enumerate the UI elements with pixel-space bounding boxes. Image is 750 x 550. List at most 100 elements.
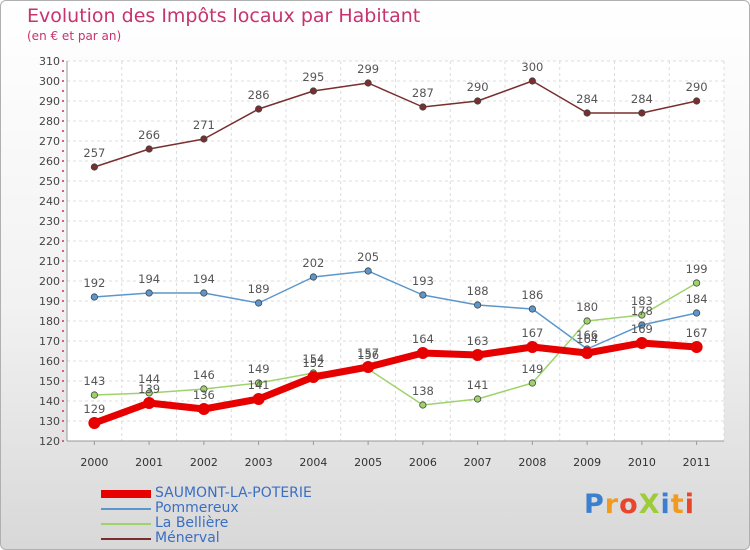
- y-minor-tick: [62, 230, 64, 232]
- logo-letter: P: [584, 489, 605, 520]
- data-label-pommereux: 166: [576, 328, 598, 342]
- x-tick-label: 2009: [573, 456, 601, 469]
- data-label-m-nerval: 299: [357, 62, 379, 76]
- logo-letter: r: [604, 489, 620, 520]
- data-point-saumont-la-poterie: [88, 417, 101, 429]
- data-label-la-belli-re: 141: [467, 378, 489, 392]
- y-minor-tick: [62, 440, 64, 442]
- data-point-saumont-la-poterie: [581, 347, 594, 359]
- legend-label: SAUMONT-LA-POTERIE: [155, 485, 312, 501]
- data-point-m-nerval: [145, 145, 153, 153]
- y-tick-label: 140: [39, 395, 60, 408]
- chart-legend: SAUMONT-LA-POTERIE Pommereux La Bellière Mé…: [101, 485, 361, 546]
- data-point-m-nerval: [419, 103, 427, 111]
- data-label-m-nerval: 266: [138, 128, 160, 142]
- data-point-m-nerval: [474, 97, 482, 105]
- data-point-saumont-la-poterie: [307, 371, 320, 383]
- y-tick-label: 220: [39, 235, 60, 248]
- x-tick-label: 2006: [409, 456, 437, 469]
- data-label-saumont-la-poterie: 139: [138, 382, 160, 396]
- y-tick-label: 270: [39, 135, 60, 148]
- y-tick-label: 230: [39, 215, 60, 228]
- y-minor-tick: [62, 180, 64, 182]
- plot-area: [67, 61, 724, 441]
- x-tick-label: 2008: [518, 456, 546, 469]
- y-minor-tick: [62, 370, 64, 372]
- y-minor-tick: [62, 270, 64, 272]
- chart-subtitle: (en € et par an): [27, 29, 122, 43]
- data-label-la-belli-re: 138: [412, 384, 434, 398]
- data-label-pommereux: 205: [357, 250, 379, 264]
- data-label-m-nerval: 290: [467, 80, 489, 94]
- y-minor-tick: [62, 410, 64, 412]
- data-point-la-belli-re: [583, 317, 591, 325]
- data-point-m-nerval: [693, 97, 701, 105]
- data-point-la-belli-re: [419, 401, 427, 409]
- data-point-m-nerval: [528, 77, 536, 85]
- data-label-m-nerval: 286: [248, 88, 270, 102]
- y-minor-tick: [62, 140, 64, 142]
- legend-item-pommereux: Pommereux: [101, 500, 361, 516]
- data-label-la-belli-re: 156: [357, 348, 379, 362]
- y-minor-tick: [62, 280, 64, 282]
- y-minor-tick: [62, 120, 64, 122]
- legend-swatch: [101, 508, 151, 510]
- data-point-pommereux: [145, 289, 153, 297]
- data-label-la-belli-re: 183: [631, 294, 653, 308]
- y-minor-tick: [62, 80, 64, 82]
- y-minor-tick: [62, 150, 64, 152]
- data-point-saumont-la-poterie: [635, 337, 648, 349]
- y-minor-tick: [62, 210, 64, 212]
- y-minor-tick: [62, 260, 64, 262]
- data-label-la-belli-re: 144: [138, 372, 160, 386]
- data-label-saumont-la-poterie: 157: [357, 346, 379, 360]
- data-point-la-belli-re: [145, 389, 153, 397]
- x-tick-label: 2010: [628, 456, 656, 469]
- data-point-saumont-la-poterie: [252, 393, 265, 405]
- data-label-pommereux: 202: [302, 256, 324, 270]
- y-tick-label: 250: [39, 175, 60, 188]
- data-label-pommereux: 188: [467, 284, 489, 298]
- data-point-la-belli-re: [474, 395, 482, 403]
- proxiti-logo: ProXiti: [584, 489, 695, 520]
- y-minor-tick: [62, 190, 64, 192]
- logo-letter: X: [638, 489, 661, 520]
- data-point-pommereux: [364, 267, 372, 275]
- data-label-m-nerval: 290: [686, 80, 708, 94]
- y-tick-label: 310: [39, 55, 60, 68]
- data-label-pommereux: 194: [193, 272, 215, 286]
- data-point-saumont-la-poterie: [362, 361, 375, 373]
- y-minor-tick: [62, 160, 64, 162]
- data-point-m-nerval: [309, 87, 317, 95]
- data-point-saumont-la-poterie: [690, 341, 703, 353]
- data-label-la-belli-re: 146: [193, 368, 215, 382]
- data-point-saumont-la-poterie: [416, 347, 429, 359]
- y-minor-tick: [62, 240, 64, 242]
- x-tick-label: 2001: [135, 456, 163, 469]
- y-tick-label: 210: [39, 255, 60, 268]
- data-point-m-nerval: [90, 163, 98, 171]
- y-minor-tick: [62, 420, 64, 422]
- series-line-m-nerval: [93, 80, 698, 168]
- data-point-pommereux: [90, 293, 98, 301]
- y-tick-label: 190: [39, 295, 60, 308]
- y-minor-tick: [62, 90, 64, 92]
- series-line-pommereux: [93, 270, 698, 350]
- y-tick-label: 290: [39, 95, 60, 108]
- data-label-pommereux: 178: [631, 304, 653, 318]
- data-label-la-belli-re: 180: [576, 300, 598, 314]
- y-minor-tick: [62, 300, 64, 302]
- data-label-saumont-la-poterie: 141: [248, 378, 270, 392]
- legend-label: La Bellière: [155, 515, 229, 531]
- data-point-pommereux: [693, 309, 701, 317]
- legend-item-saumont-la-poterie: SAUMONT-LA-POTERIE: [101, 485, 361, 501]
- y-tick-label: 150: [39, 375, 60, 388]
- y-tick-label: 200: [39, 275, 60, 288]
- x-tick-label: 2005: [354, 456, 382, 469]
- data-point-saumont-la-poterie: [143, 397, 156, 409]
- logo-letter: t: [670, 489, 685, 520]
- data-point-m-nerval: [255, 105, 263, 113]
- data-point-saumont-la-poterie: [197, 403, 210, 415]
- y-tick-label: 130: [39, 415, 60, 428]
- data-point-m-nerval: [364, 79, 372, 87]
